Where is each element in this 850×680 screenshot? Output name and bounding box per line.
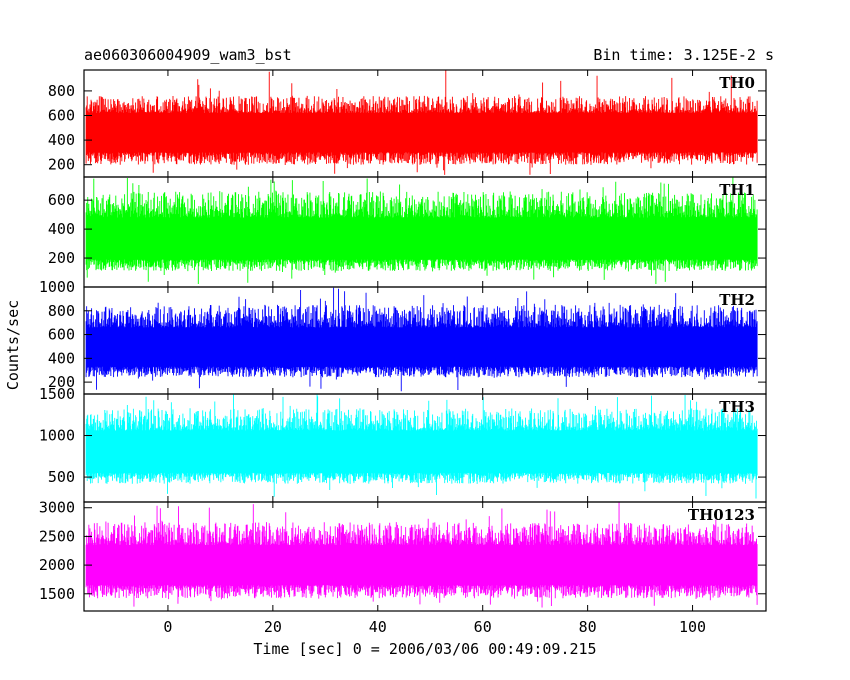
x-tick-label: 0: [163, 618, 172, 636]
panel-th3: 500 1000 1500 TH3: [39, 385, 767, 503]
panel-label-th2: TH2: [719, 291, 755, 309]
x-axis: 0 20 40 60 80 100: [163, 618, 706, 636]
panel-label-th1: TH1: [719, 181, 755, 199]
y-tick-label: 800: [48, 302, 75, 320]
series-line-th2: [85, 287, 758, 392]
y-tick-label: 1500: [39, 385, 75, 403]
y-tick-label: 800: [48, 82, 75, 100]
panel-label-th0123: TH0123: [688, 506, 755, 524]
y-tick-label: 500: [48, 468, 75, 486]
y-tick-label: 1000: [39, 427, 75, 445]
x-tick-label: 100: [679, 618, 706, 636]
panel-frame: [83, 501, 767, 612]
y-tick-label: 400: [48, 220, 75, 238]
panel-th2: 200 400 600 800 1000 TH2: [39, 278, 767, 395]
y-tick-label: 2000: [39, 556, 75, 574]
y-tick-label: 400: [48, 349, 75, 367]
y-tick-label: 1000: [39, 278, 75, 296]
header: ae060306004909_wam3_bst Bin time: 3.125E…: [84, 46, 774, 64]
panel-label-th0: TH0: [719, 74, 755, 92]
y-tick-label: 400: [48, 131, 75, 149]
x-tick-label: 80: [579, 618, 597, 636]
y-tick-label: 2500: [39, 527, 75, 545]
y-tick-label: 600: [48, 107, 75, 125]
panel-th0: 200 400 600 800 TH0: [48, 69, 767, 178]
x-tick-label: 20: [264, 618, 282, 636]
chart-title: ae060306004909_wam3_bst: [84, 46, 292, 64]
y-tick-label: 1500: [39, 585, 75, 603]
y-tick-label: 600: [48, 191, 75, 209]
y-tick-label: 600: [48, 326, 75, 344]
series-line-th1: [85, 177, 758, 284]
y-tick-label: 200: [48, 156, 75, 174]
panel-th0123: 1500 2000 2500 3000 TH0123: [39, 499, 767, 612]
panel-th1: 200 400 600 TH1: [48, 176, 767, 288]
panels-group: 200 400 600 800 TH0 200 400 600 TH1 200 400 600 800 1…: [39, 69, 767, 612]
y-tick-label: 200: [48, 249, 75, 267]
y-axis-label: Counts/sec: [4, 300, 22, 390]
series-line-th0: [85, 70, 758, 175]
series-line-th0123: [85, 502, 758, 608]
x-tick-label: 60: [474, 618, 492, 636]
panel-label-th3: TH3: [719, 398, 755, 416]
y-tick-label: 3000: [39, 499, 75, 517]
x-tick-label: 40: [369, 618, 387, 636]
x-axis-label: Time [sec] 0 = 2006/03/06 00:49:09.215: [253, 640, 596, 658]
bin-time-label: Bin time: 3.125E-2 s: [593, 46, 774, 64]
y-tick-label: 200: [48, 373, 75, 391]
series-line-th3: [85, 394, 758, 499]
